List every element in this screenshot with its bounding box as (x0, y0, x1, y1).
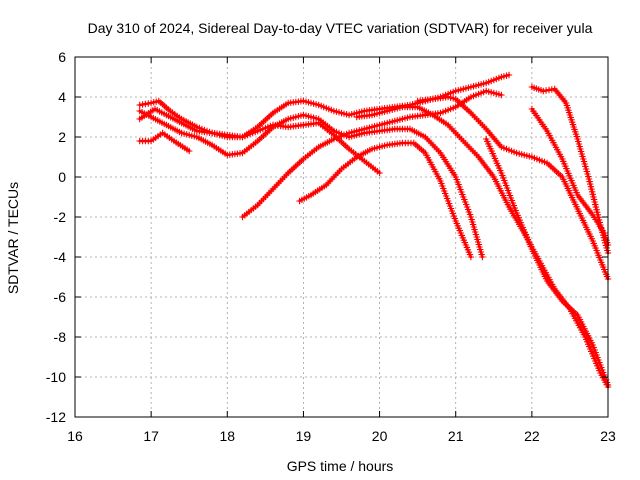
series-markers (136, 129, 193, 155)
y-tick-label: -8 (54, 329, 67, 345)
y-tick-label: -12 (46, 409, 66, 425)
x-tick-label: 18 (219, 428, 235, 444)
axis-ticks: 16 17 18 19 20 21 22 23 -12 -10 -8 -6 -4 -2 0 2 4 6 (46, 49, 616, 444)
x-tick-label: 17 (143, 428, 159, 444)
x-tick-label: 20 (372, 428, 388, 444)
series-layer (136, 71, 612, 391)
series-arc-11 (528, 105, 612, 249)
y-tick-label: 4 (58, 89, 66, 105)
series-arc-5 (239, 87, 505, 221)
series-markers (414, 93, 612, 283)
x-tick-label: 21 (448, 428, 464, 444)
y-axis-title: SDTVAR / TECUs (5, 182, 21, 294)
series-markers (528, 105, 612, 249)
series-markers (136, 107, 486, 261)
series-markers (296, 139, 475, 261)
series-markers (483, 135, 612, 389)
x-tick-label: 16 (67, 428, 83, 444)
y-tick-label: -6 (54, 289, 67, 305)
y-tick-label: -2 (54, 209, 67, 225)
series-markers (239, 87, 505, 221)
x-axis-title: GPS time / hours (287, 458, 394, 474)
plot-area (74, 56, 609, 418)
x-tick-label: 23 (600, 428, 616, 444)
series-markers (528, 83, 612, 257)
series-arc-4 (136, 129, 193, 155)
chart-title: Day 310 of 2024, Sidereal Day-to-day VTE… (88, 20, 593, 36)
y-tick-label: 0 (58, 169, 66, 185)
x-tick-label: 19 (296, 428, 312, 444)
y-tick-label: 6 (58, 49, 66, 65)
series-arc-6 (296, 139, 475, 261)
series-arc-3 (136, 107, 486, 261)
y-tick-label: -4 (54, 249, 67, 265)
series-arc-8 (414, 93, 612, 283)
y-tick-label: -10 (46, 369, 66, 385)
series-trace (138, 109, 484, 259)
series-arc-10 (528, 83, 612, 257)
y-tick-label: 2 (58, 129, 66, 145)
x-tick-label: 22 (524, 428, 540, 444)
series-arc-9 (483, 135, 612, 389)
